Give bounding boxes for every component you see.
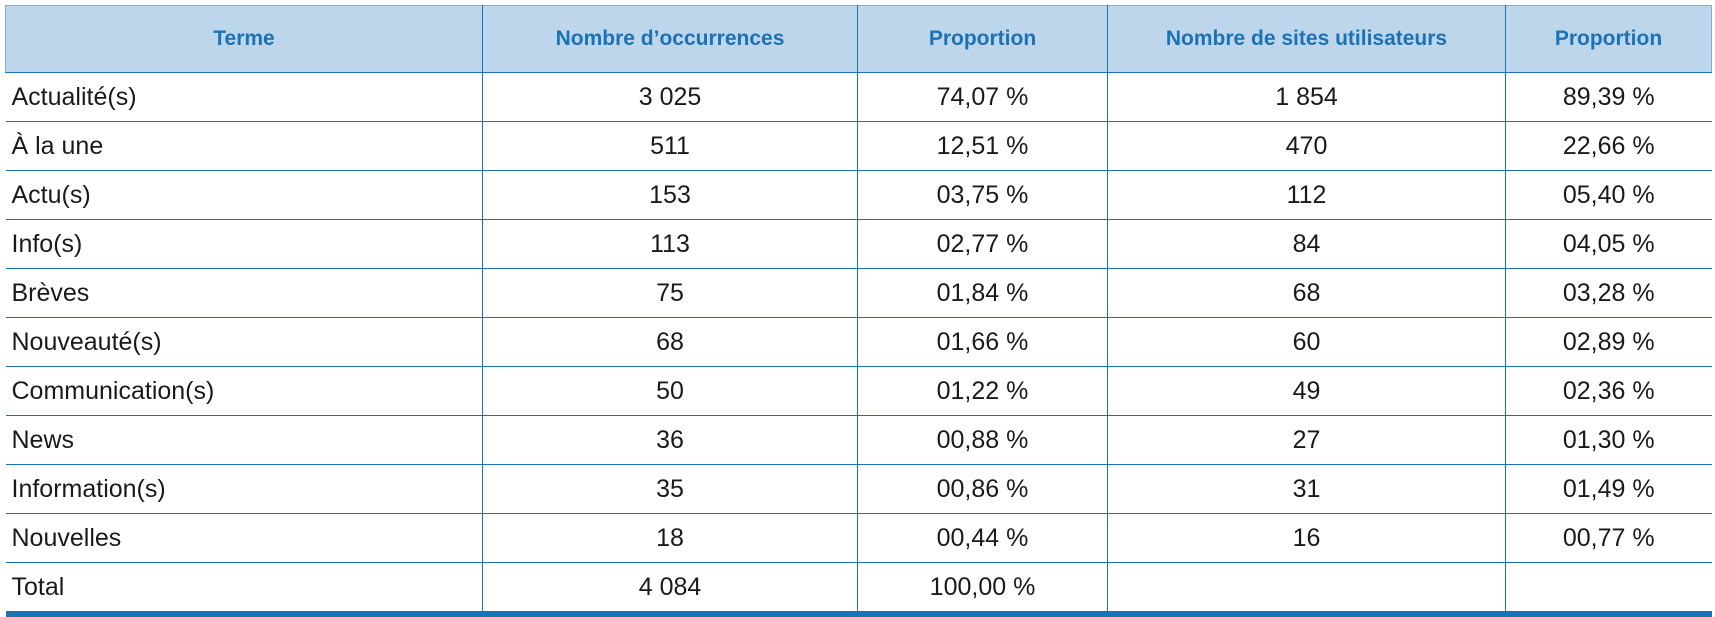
cell-proportion-occurrences: 00,86 % <box>857 464 1108 514</box>
cell-total-sites-empty <box>1107 562 1506 617</box>
cell-sites: 84 <box>1107 219 1506 269</box>
header-sites: Nombre de sites utilisateurs <box>1107 5 1506 73</box>
cell-proportion-sites: 05,40 % <box>1505 170 1712 220</box>
cell-occurrences: 153 <box>482 170 858 220</box>
header-row: Terme Nombre d’occurrences Proportion No… <box>5 5 1712 73</box>
cell-occurrences: 35 <box>482 464 858 514</box>
cell-proportion-sites: 02,36 % <box>1505 366 1712 416</box>
table-row: Brèves 75 01,84 % 68 03,28 % <box>5 268 1712 318</box>
cell-terme: Communication(s) <box>5 366 483 416</box>
table-row: Communication(s) 50 01,22 % 49 02,36 % <box>5 366 1712 416</box>
cell-total-proportion: 100,00 % <box>857 562 1108 617</box>
cell-proportion-sites: 01,30 % <box>1505 415 1712 465</box>
cell-proportion-occurrences: 00,88 % <box>857 415 1108 465</box>
cell-terme: Actu(s) <box>5 170 483 220</box>
table-row: Nouvelles 18 00,44 % 16 00,77 % <box>5 513 1712 563</box>
cell-terme: Information(s) <box>5 464 483 514</box>
cell-proportion-sites: 01,49 % <box>1505 464 1712 514</box>
header-proportion-sites: Proportion <box>1505 5 1712 73</box>
cell-sites: 68 <box>1107 268 1506 318</box>
cell-occurrences: 113 <box>482 219 858 269</box>
table-row: Nouveauté(s) 68 01,66 % 60 02,89 % <box>5 317 1712 367</box>
cell-proportion-occurrences: 01,84 % <box>857 268 1108 318</box>
cell-sites: 31 <box>1107 464 1506 514</box>
cell-proportion-sites: 02,89 % <box>1505 317 1712 367</box>
cell-occurrences: 511 <box>482 121 858 171</box>
table-row: Information(s) 35 00,86 % 31 01,49 % <box>5 464 1712 514</box>
cell-proportion-occurrences: 03,75 % <box>857 170 1108 220</box>
cell-proportion-occurrences: 00,44 % <box>857 513 1108 563</box>
cell-total-occurrences: 4 084 <box>482 562 858 617</box>
cell-occurrences: 68 <box>482 317 858 367</box>
header-occurrences: Nombre d’occurrences <box>482 5 858 73</box>
cell-occurrences: 75 <box>482 268 858 318</box>
cell-proportion-sites: 03,28 % <box>1505 268 1712 318</box>
cell-occurrences: 36 <box>482 415 858 465</box>
header-terme: Terme <box>5 5 483 73</box>
header-proportion-occurrences: Proportion <box>857 5 1108 73</box>
cell-terme: Info(s) <box>5 219 483 269</box>
table-container: Terme Nombre d’occurrences Proportion No… <box>5 5 1712 617</box>
cell-terme: News <box>5 415 483 465</box>
cell-proportion-sites: 22,66 % <box>1505 121 1712 171</box>
cell-sites: 49 <box>1107 366 1506 416</box>
cell-sites: 112 <box>1107 170 1506 220</box>
cell-occurrences: 50 <box>482 366 858 416</box>
cell-sites: 27 <box>1107 415 1506 465</box>
cell-proportion-sites: 00,77 % <box>1505 513 1712 563</box>
cell-proportion-occurrences: 12,51 % <box>857 121 1108 171</box>
cell-occurrences: 3 025 <box>482 72 858 122</box>
table-row: News 36 00,88 % 27 01,30 % <box>5 415 1712 465</box>
cell-total-proportion-sites-empty <box>1505 562 1712 617</box>
cell-terme: Nouveauté(s) <box>5 317 483 367</box>
cell-proportion-occurrences: 01,22 % <box>857 366 1108 416</box>
cell-terme: Actualité(s) <box>5 72 483 122</box>
cell-proportion-occurrences: 02,77 % <box>857 219 1108 269</box>
cell-sites: 1 854 <box>1107 72 1506 122</box>
cell-sites: 60 <box>1107 317 1506 367</box>
cell-terme: À la une <box>5 121 483 171</box>
cell-proportion-occurrences: 74,07 % <box>857 72 1108 122</box>
cell-terme: Brèves <box>5 268 483 318</box>
cell-sites: 16 <box>1107 513 1506 563</box>
cell-terme: Nouvelles <box>5 513 483 563</box>
table-row: Actualité(s) 3 025 74,07 % 1 854 89,39 % <box>5 72 1712 122</box>
cell-occurrences: 18 <box>482 513 858 563</box>
cell-proportion-sites: 89,39 % <box>1505 72 1712 122</box>
cell-sites: 470 <box>1107 121 1506 171</box>
cell-proportion-occurrences: 01,66 % <box>857 317 1108 367</box>
cell-total-label: Total <box>5 562 483 617</box>
table-row: Info(s) 113 02,77 % 84 04,05 % <box>5 219 1712 269</box>
total-row: Total 4 084 100,00 % <box>5 562 1712 617</box>
table-row: Actu(s) 153 03,75 % 112 05,40 % <box>5 170 1712 220</box>
terms-table: Terme Nombre d’occurrences Proportion No… <box>5 5 1712 617</box>
table-row: À la une 511 12,51 % 470 22,66 % <box>5 121 1712 171</box>
cell-proportion-sites: 04,05 % <box>1505 219 1712 269</box>
